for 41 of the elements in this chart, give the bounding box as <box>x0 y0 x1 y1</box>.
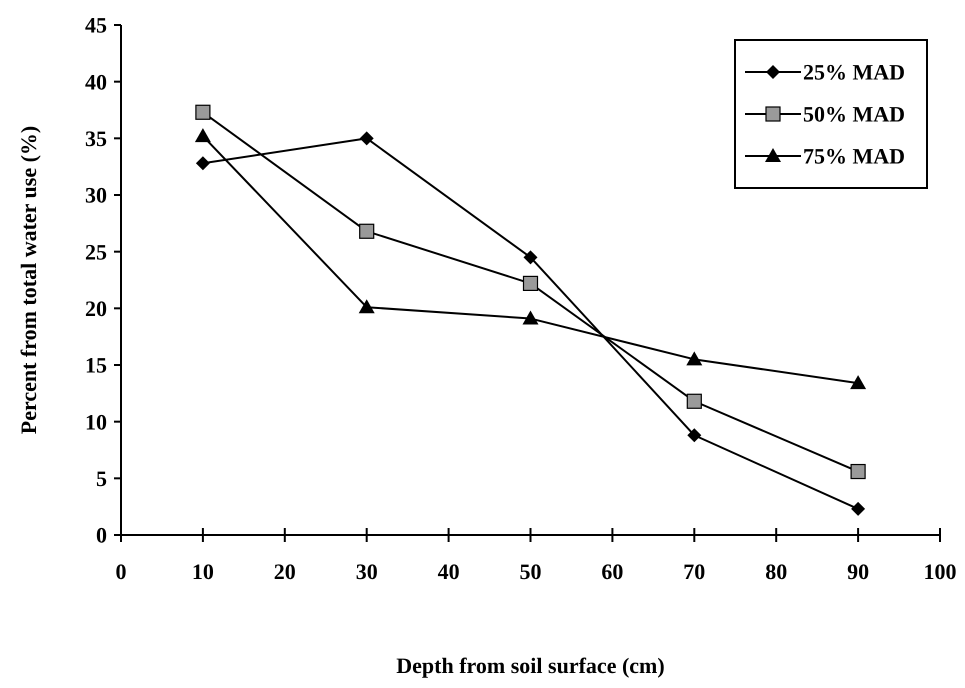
point <box>194 128 211 142</box>
x-tick-label: 70 <box>683 559 706 584</box>
y-tick-label: 20 <box>85 296 107 322</box>
point <box>850 464 866 480</box>
y-tick-label: 40 <box>85 69 107 94</box>
legend-label: 25% MAD <box>803 60 906 85</box>
point <box>522 276 538 291</box>
point <box>851 502 866 516</box>
y-tick-label: 15 <box>85 352 107 378</box>
y-tick-label: 45 <box>85 12 107 38</box>
y-axis-title: Percent from total water use (%) <box>16 126 41 434</box>
x-tick-label: 50 <box>520 559 542 584</box>
y-tick-label: 5 <box>96 466 107 492</box>
y-tick-label: 0 <box>96 522 107 548</box>
y-tick-label: 30 <box>85 182 107 208</box>
point <box>358 299 375 314</box>
point <box>195 104 210 120</box>
y-tick-label: 25 <box>85 239 107 264</box>
x-tick-label: 20 <box>274 559 296 584</box>
x-axis-title: Depth from soil surface (cm) <box>396 653 665 678</box>
x-tick-label: 30 <box>356 559 378 584</box>
x-tick-label: 40 <box>438 559 460 584</box>
x-tick-label: 80 <box>765 559 788 584</box>
point <box>686 394 702 409</box>
x-tick-label: 90 <box>847 559 870 584</box>
x-tick-label: 100 <box>924 559 956 584</box>
y-tick-label: 35 <box>85 126 107 152</box>
legend-label: 75% MAD <box>803 144 906 169</box>
x-tick-label: 10 <box>192 559 214 584</box>
point <box>686 351 702 366</box>
point <box>360 131 374 146</box>
point <box>359 224 374 239</box>
point <box>524 250 538 264</box>
point <box>522 310 538 325</box>
x-tick-label: 60 <box>601 559 624 584</box>
x-tick-label: 0 <box>116 559 126 584</box>
point <box>196 156 210 170</box>
point <box>687 428 702 442</box>
y-tick-label: 10 <box>85 409 107 434</box>
legend-label: 50% MAD <box>803 102 906 127</box>
point <box>850 375 866 390</box>
